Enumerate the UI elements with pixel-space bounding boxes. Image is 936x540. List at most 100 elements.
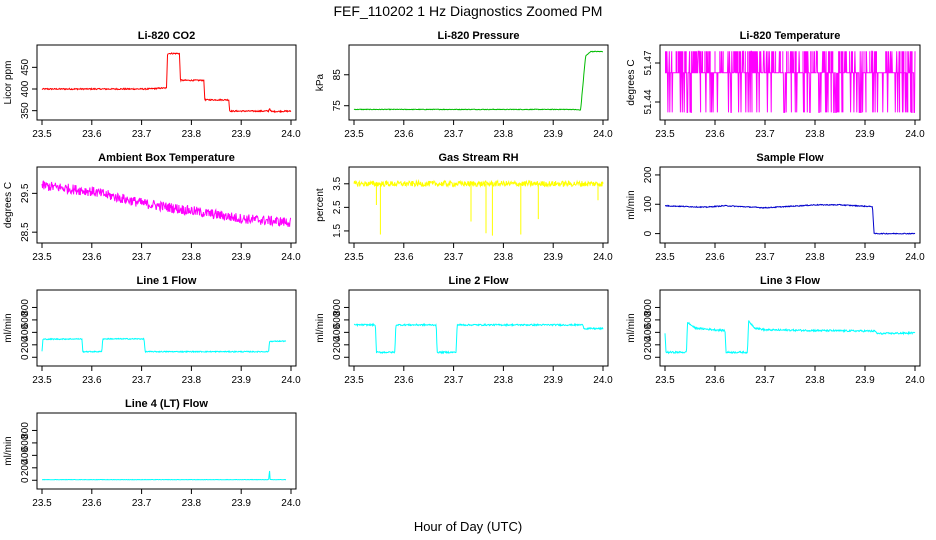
li-820-temperature-xtick-label: 23.9 <box>855 129 875 140</box>
li-820-temperature-series-line <box>665 50 916 113</box>
line-1-flow-xtick-label: 23.9 <box>231 375 251 386</box>
line-3-flow-ytick-label: 200 <box>643 336 654 353</box>
li-820-pressure-ytick-label: 85 <box>332 69 343 81</box>
sample-flow-xtick-label: 23.9 <box>855 252 875 263</box>
line-3-flow-ytick-label: 400 <box>643 324 654 341</box>
sample-flow-frame <box>659 166 921 244</box>
line-2-flow-xtick-label: 23.6 <box>394 375 414 386</box>
li-820-pressure-xtick-label: 23.6 <box>394 129 414 140</box>
line-2-flow-frame <box>348 289 609 367</box>
ambient-box-temperature-panel: Ambient Box Temperature 23.5 23.6 23.7 23.8 2… <box>3 152 301 263</box>
gas-stream-rh-ytick-label: 2.5 <box>332 200 343 214</box>
li-820-temperature-xtick-label: 23.8 <box>805 129 825 140</box>
line-4-lt-flow-title: Line 4 (LT) Flow <box>125 398 208 410</box>
li-820-co2-ylabel: Licor ppm <box>3 61 14 105</box>
line-2-flow-xtick-label: 23.9 <box>543 375 563 386</box>
ambient-box-temperature-ytick-label: 28.5 <box>20 222 31 242</box>
li-820-co2-xtick-label: 23.8 <box>182 129 202 140</box>
line-2-flow-xtick-label: 23.7 <box>444 375 464 386</box>
li-820-pressure-xtick-label: 24.0 <box>593 129 613 140</box>
line-2-flow-xtick-label: 23.8 <box>494 375 514 386</box>
line-1-flow-ytick-label: 600 <box>20 311 31 328</box>
li-820-pressure-panel: Li-820 Pressure 23.5 23.6 23.7 23.8 23.9 24.0 7… <box>315 30 613 140</box>
line-1-flow-xtick-label: 23.5 <box>32 375 52 386</box>
line-2-flow-xtick-label: 24.0 <box>593 375 613 386</box>
sample-flow-xtick-label: 23.8 <box>805 252 825 263</box>
sample-flow-xtick-label: 24.0 <box>905 252 925 263</box>
gas-stream-rh-ylabel: percent <box>315 188 326 222</box>
gas-stream-rh-ytick-label: 1.5 <box>332 224 343 238</box>
line-1-flow-panel: Line 1 Flow 23.5 23.6 23.7 23.8 23.9 24.0 02004… <box>3 275 301 386</box>
line-1-flow-ytick-label: 400 <box>20 324 31 341</box>
ambient-box-temperature-title: Ambient Box Temperature <box>98 152 235 164</box>
li-820-temperature-xtick-label: 23.6 <box>705 129 725 140</box>
gas-stream-rh-frame <box>348 166 609 244</box>
line-4-lt-flow-ylabel: ml/min <box>3 436 14 465</box>
li-820-co2-xtick-label: 23.5 <box>32 129 52 140</box>
line-4-lt-flow-ytick-label: 400 <box>20 447 31 464</box>
ambient-box-temperature-xtick-label: 23.7 <box>132 252 152 263</box>
li-820-co2-xtick-label: 23.7 <box>132 129 152 140</box>
gas-stream-rh-title: Gas Stream RH <box>438 152 518 164</box>
gas-stream-rh-xtick-label: 23.8 <box>494 252 514 263</box>
gas-stream-rh-xtick-label: 24.0 <box>593 252 613 263</box>
sample-flow-series-line <box>665 203 916 235</box>
line-2-flow-xtick-label: 23.5 <box>344 375 364 386</box>
li-820-co2-ytick-label: 350 <box>20 102 31 119</box>
li-820-pressure-xtick-label: 23.5 <box>344 129 364 140</box>
li-820-co2-frame <box>36 44 297 121</box>
line-1-flow-xtick-label: 23.6 <box>82 375 102 386</box>
line-4-lt-flow-xtick-label: 23.5 <box>32 498 52 509</box>
ambient-box-temperature-ytick-label: 29.5 <box>20 183 31 203</box>
ambient-box-temperature-xtick-label: 23.6 <box>82 252 102 263</box>
gas-stream-rh-xtick-label: 23.6 <box>394 252 414 263</box>
line-2-flow-ytick-label: 800 <box>332 299 343 316</box>
line-4-lt-flow-ytick-label: 800 <box>20 422 31 439</box>
line-3-flow-frame <box>659 289 921 367</box>
li-820-temperature-xtick-label: 24.0 <box>905 129 925 140</box>
line-3-flow-ytick-label: 0 <box>643 354 654 360</box>
ambient-box-temperature-series-line <box>41 180 292 228</box>
gas-stream-rh-series-line <box>353 179 604 236</box>
line-2-flow-panel: Line 2 Flow 23.5 23.6 23.7 23.8 23.9 24.0 02004… <box>315 275 613 386</box>
line-4-lt-flow-ytick-label: 0 <box>20 477 31 483</box>
line-2-flow-ytick-label: 0 <box>332 354 343 360</box>
line-1-flow-xtick-label: 23.7 <box>132 375 152 386</box>
gas-stream-rh-ytick-label: 3.5 <box>332 176 343 190</box>
line-3-flow-panel: Line 3 Flow 23.5 23.6 23.7 23.8 23.9 24.0 02004… <box>626 275 925 386</box>
li-820-temperature-xtick-label: 23.7 <box>755 129 775 140</box>
line-1-flow-xtick-label: 24.0 <box>281 375 301 386</box>
li-820-pressure-xtick-label: 23.9 <box>543 129 563 140</box>
gas-stream-rh-xtick-label: 23.5 <box>344 252 364 263</box>
line-3-flow-series-line <box>664 320 916 355</box>
line-4-lt-flow-series-line <box>42 470 287 481</box>
sample-flow-ytick-label: 0 <box>643 230 654 236</box>
li-820-temperature-frame <box>659 44 921 121</box>
li-820-pressure-ytick-label: 75 <box>332 100 343 112</box>
li-820-pressure-xtick-label: 23.7 <box>444 129 464 140</box>
line-3-flow-ytick-label: 600 <box>643 311 654 328</box>
sample-flow-ylabel: ml/min <box>626 190 637 219</box>
line-2-flow-ytick-label: 400 <box>332 324 343 341</box>
line-3-flow-xtick-label: 23.9 <box>855 375 875 386</box>
sample-flow-ytick-label: 100 <box>643 195 654 212</box>
line-2-flow-ylabel: ml/min <box>315 313 326 342</box>
line-3-flow-ylabel: ml/min <box>626 313 637 342</box>
li-820-temperature-ylabel: degrees C <box>626 59 637 105</box>
gas-stream-rh-xtick-label: 23.9 <box>543 252 563 263</box>
ambient-box-temperature-frame <box>36 166 297 244</box>
line-4-lt-flow-frame <box>36 412 297 490</box>
line-4-lt-flow-xtick-label: 23.7 <box>132 498 152 509</box>
li-820-co2-panel: Li-820 CO2 23.5 23.6 23.7 23.8 23.9 24.0 350 400… <box>3 30 301 140</box>
li-820-co2-xtick-label: 24.0 <box>281 129 301 140</box>
li-820-co2-series-line <box>41 52 292 114</box>
line-1-flow-ylabel: ml/min <box>3 313 14 342</box>
line-2-flow-series-line <box>353 322 604 355</box>
line-2-flow-title: Line 2 Flow <box>449 275 509 287</box>
li-820-temperature-title: Li-820 Temperature <box>740 30 841 42</box>
line-3-flow-xtick-label: 23.8 <box>805 375 825 386</box>
li-820-temperature-xtick-label: 23.5 <box>655 129 675 140</box>
li-820-pressure-ylabel: kPa <box>315 73 326 91</box>
sample-flow-xtick-label: 23.5 <box>655 252 675 263</box>
